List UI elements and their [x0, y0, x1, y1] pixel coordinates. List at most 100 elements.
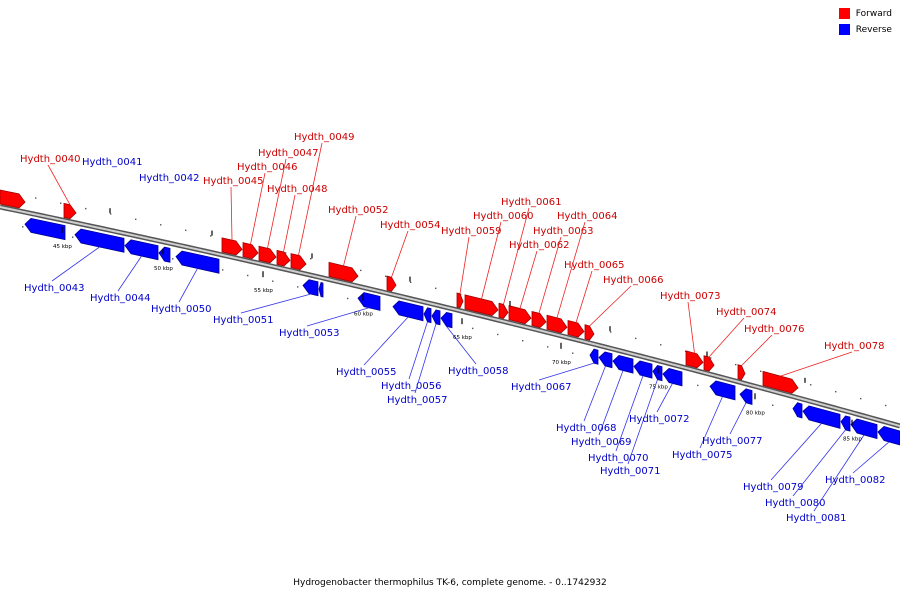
hydth_0062-gene-arrow: [508, 305, 532, 325]
hydth_0061-gene-arrow: [498, 302, 509, 319]
hydth_0080-label: Hydth_0080: [765, 498, 826, 509]
hydth_0064-label: Hydth_0064: [557, 211, 618, 222]
hydth_0059-label: Hydth_0059: [441, 226, 502, 237]
hydth_0053-leader-line: [306, 307, 370, 327]
scale-label: 80 kbp: [746, 410, 765, 416]
hydth_0054-gene-arrow: [386, 275, 397, 292]
hydth_0077-gene-arrow: [739, 388, 753, 406]
minor-tick: [710, 357, 712, 359]
hydth_0077-label: Hydth_0077: [702, 436, 763, 447]
hydth_0069-gene-arrow: [612, 355, 634, 374]
hydth_0055-leader-line: [363, 316, 409, 366]
hydth_0079-gene-arrow: [802, 405, 841, 429]
hydth_0068-leader-line: [583, 365, 606, 422]
hydth_0065-label: Hydth_0065: [564, 260, 625, 271]
hydth_0051-gene-arrow: [302, 279, 319, 297]
minor-tick: [222, 269, 224, 271]
hydth_0046-label: Hydth_0046: [237, 162, 298, 173]
minor-tick: [660, 344, 662, 346]
hydth_0079-leader-line: [770, 423, 822, 481]
minor-tick: [572, 352, 574, 354]
hydth_0081-leader-line: [813, 434, 865, 512]
hydth_0045-gene-arrow: [221, 237, 243, 256]
minor-tick: [160, 224, 162, 226]
scale-label: 60 kbp: [354, 311, 373, 317]
hydth_0043-label: Hydth_0043: [24, 283, 85, 294]
hydth_0048-label: Hydth_0048: [267, 184, 328, 195]
scale-label: 75 kbp: [649, 385, 668, 391]
hydth_0067-leader-line: [538, 362, 595, 381]
hydth_0073-gene-arrow: [685, 350, 704, 369]
hydth_0069-label: Hydth_0069: [571, 437, 632, 448]
hydth_0075-label: Hydth_0075: [672, 450, 733, 461]
hydth_0082-gene-arrow: [877, 426, 900, 446]
hydth_0071-label: Hydth_0071: [600, 466, 661, 477]
hydth_0070-label: Hydth_0070: [588, 453, 649, 464]
hydth_0047-gene-arrow: [258, 245, 277, 264]
scale-label: 45 kbp: [53, 244, 72, 250]
minor-tick: [472, 327, 474, 330]
minor-tick: [697, 384, 699, 387]
hydth_0067-gene-arrow: [589, 348, 599, 365]
minor-tick: [760, 370, 762, 372]
hydth_0057-label: Hydth_0057: [387, 395, 448, 406]
hydth_0044-gene-arrow: [124, 239, 159, 261]
hydth_0061-leader-line: [503, 207, 530, 305]
hydth_0068-gene-arrow: [598, 351, 613, 369]
hydth_0050-gene-arrow: [175, 250, 220, 274]
hydth_0063-leader-line: [538, 236, 562, 314]
hydth_0041-label: Hydth_0041: [82, 157, 143, 168]
hydth_0082-label: Hydth_0082: [825, 475, 886, 486]
hydth_0057-gene-arrow: [431, 309, 441, 326]
hydth_0074-leader-line: [708, 317, 745, 358]
hydth_0046-gene-arrow: [242, 242, 259, 260]
hydth_0072-label: Hydth_0072: [629, 414, 690, 425]
minor-tick: [735, 363, 737, 366]
legend-reverse-label: Reverse: [855, 24, 892, 35]
hydth_0070-leader-line: [615, 375, 644, 452]
hydth_0051-leader-line: [240, 293, 311, 314]
minor-tick: [22, 226, 24, 228]
hydth_0063-label: Hydth_0063: [533, 226, 594, 237]
hydth_0059-gene-arrow: [456, 292, 464, 309]
legend-forward: Forward: [838, 8, 892, 19]
unlabeled-gene-arrow: [792, 402, 803, 419]
hydth_0055-label: Hydth_0055: [336, 367, 397, 378]
hydth_0060-gene-arrow: [464, 294, 499, 316]
minor-tick: [297, 286, 299, 288]
hydth_0050-label: Hydth_0050: [151, 304, 212, 315]
hydth_0040-label: Hydth_0040: [20, 154, 81, 165]
scale-label: 70 kbp: [552, 360, 571, 366]
hydth_0064-leader-line: [556, 221, 586, 318]
minor-tick: [247, 274, 249, 277]
minor-tick: [347, 297, 349, 300]
minor-tick: [110, 213, 112, 215]
hydth_0076-leader-line: [741, 334, 773, 366]
hydth_0056-gene-arrow: [423, 307, 432, 324]
hydth_0043-gene-arrow: [74, 228, 125, 253]
hydth_0044-label: Hydth_0044: [90, 293, 151, 304]
minor-tick: [772, 404, 774, 406]
hydth_0042-label: Hydth_0042: [139, 173, 200, 184]
hydth_0047-label: Hydth_0047: [258, 148, 319, 159]
hydth_0069-leader-line: [598, 370, 624, 436]
hydth_0075-leader-line: [699, 396, 723, 449]
hydth_0040-leader-line: [47, 164, 71, 205]
hydth_0071-leader-line: [627, 379, 658, 465]
hydth_0048-gene-arrow: [276, 249, 291, 267]
reverse-swatch: [838, 24, 850, 35]
hydth_0073-label: Hydth_0073: [660, 291, 721, 302]
hydth_0053-label: Hydth_0053: [279, 328, 340, 339]
genome-backbone-core: [0, 206, 900, 427]
unlabeled-gene-arrow: [24, 217, 66, 241]
hydth_0064-gene-arrow: [546, 314, 568, 334]
minor-tick: [72, 236, 74, 238]
minor-tick: [60, 202, 62, 204]
hydth_0081-gene-arrow: [850, 418, 878, 440]
hydth_0076-label: Hydth_0076: [744, 324, 805, 335]
hydth_0074-label: Hydth_0074: [716, 307, 777, 318]
hydth_0040-gene-arrow: [63, 202, 77, 220]
minor-tick: [135, 218, 137, 220]
hydth_0056-label: Hydth_0056: [381, 381, 442, 392]
